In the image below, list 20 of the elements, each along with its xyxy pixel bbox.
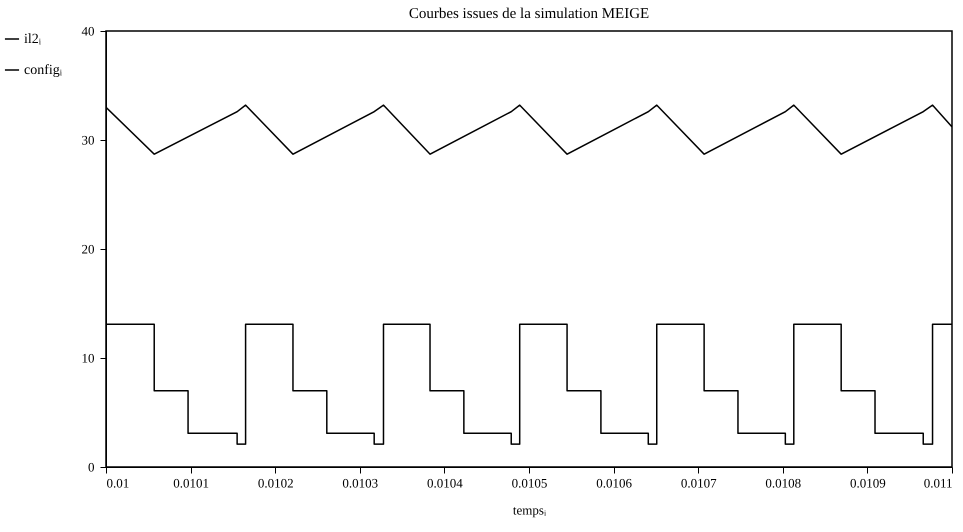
y-tick-label: 30 — [82, 132, 94, 148]
x-tick-label: 0.01 — [106, 476, 130, 490]
chart-title: Courbes issues de la simulation MEIGE — [408, 6, 650, 22]
x-tick-label: 0.0108 — [765, 476, 802, 490]
x-tick-label: 0.0104 — [427, 476, 464, 490]
y-tick-label: 10 — [82, 350, 94, 366]
x-tick-label: 0.0107 — [680, 476, 718, 490]
legend-label: il2ᵢ — [24, 32, 42, 47]
x-tick-label: 0.0109 — [850, 476, 886, 490]
x-axis-title: tempsᵢ — [512, 502, 547, 518]
x-tick-label: 0.0102 — [258, 476, 294, 490]
x-tick-label: 0.0105 — [512, 476, 548, 490]
x-tick-label: 0.0101 — [173, 476, 209, 490]
x-tick-label: 0.0103 — [342, 476, 378, 490]
y-tick-label: 20 — [82, 242, 94, 256]
y-tick-label: 40 — [82, 24, 94, 38]
legend-label: configᵢ — [24, 63, 63, 78]
y-tick-label: 0 — [88, 460, 94, 474]
x-tick-label: 0.011 — [924, 476, 952, 490]
x-tick-label: 0.0106 — [596, 476, 632, 490]
